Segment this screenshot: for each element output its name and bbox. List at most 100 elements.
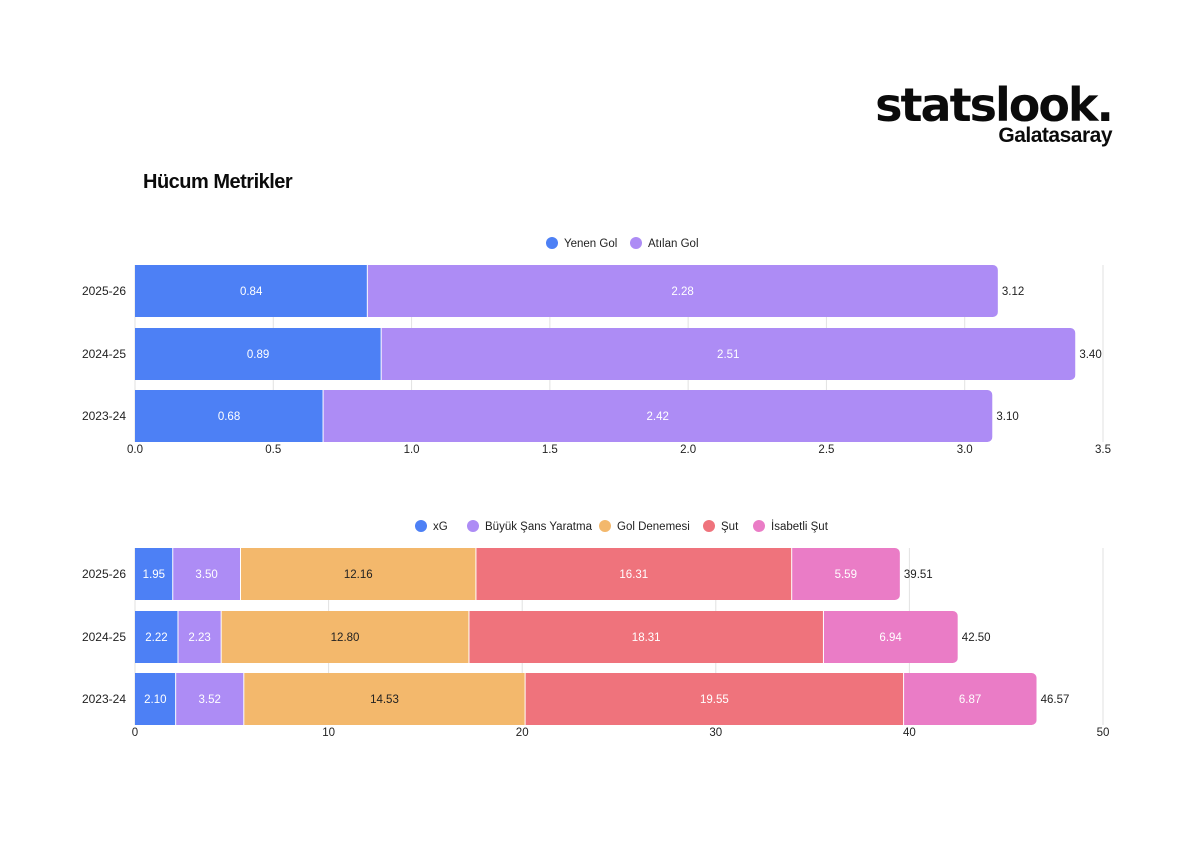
bar-value-label: 2.28 (671, 286, 693, 298)
category-label: 2025-26 (82, 284, 126, 298)
bar-segment-isabetli-sut (823, 611, 958, 663)
bar-value-label: 0.68 (218, 411, 240, 423)
total-label: 3.40 (1079, 349, 1101, 361)
bar-row-2025-26: 2025-26 0.84 2.28 3.12 (82, 265, 1024, 317)
category-label: 2023-24 (82, 409, 126, 423)
x-tick-label: 3.5 (1095, 444, 1111, 456)
team-name: Galatasaray (998, 124, 1112, 147)
bar-value-label: 6.94 (879, 632, 902, 644)
x-tick-label: 0.5 (265, 444, 281, 456)
bar-value-label: 5.59 (835, 569, 857, 581)
category-label: 2024-25 (82, 347, 126, 361)
bar-stack (135, 265, 998, 317)
bar-stack (135, 390, 993, 442)
total-label: 39.51 (904, 569, 933, 581)
bar-stack (135, 611, 958, 663)
bar-row-2023-24: 2023-24 2.10 3.52 14.53 19.55 6.87 46.57 (82, 673, 1069, 725)
bar-value-label: 1.95 (143, 569, 165, 581)
bar-segment-sut (475, 548, 792, 600)
x-tick-label: 2.5 (818, 444, 834, 456)
legend-item-isabetli-sut: İsabetli Şut (753, 520, 829, 533)
bar-value-label: 3.52 (199, 694, 221, 706)
bar-segment-buyuk-sans-yaratma (177, 611, 222, 663)
bar-segment-buyuk-sans-yaratma (172, 548, 241, 600)
x-tick-label: 30 (709, 727, 722, 739)
x-tick-label: 3.0 (957, 444, 973, 456)
bar-row-2024-25: 2024-25 2.22 2.23 12.80 18.31 6.94 42.50 (82, 611, 991, 663)
bar-value-label: 0.84 (240, 286, 263, 298)
bar-row-2025-26: 2025-26 1.95 3.50 12.16 16.31 5.59 39.51 (82, 548, 933, 600)
bar-row-2023-24: 2023-24 0.68 2.42 3.10 (82, 390, 1019, 442)
bar-value-label: 6.87 (959, 694, 981, 706)
legend-swatch (546, 237, 558, 249)
bar-segment-atilan-gol (367, 265, 998, 317)
x-tick-label: 10 (322, 727, 335, 739)
total-label: 46.57 (1041, 694, 1070, 706)
bar-segment-xg (135, 548, 173, 600)
bar-value-label: 0.89 (247, 349, 269, 361)
bar-segment-atilan-gol (381, 328, 1076, 380)
bar-value-label: 3.50 (195, 569, 217, 581)
bar-segment-gol-denemesi (221, 611, 469, 663)
x-tick-label: 1.0 (404, 444, 420, 456)
legend-swatch (753, 520, 765, 532)
bar-segment-sut (525, 673, 904, 725)
bar-segment-isabetli-sut (903, 673, 1037, 725)
x-tick-label: 1.5 (542, 444, 558, 456)
bar-stack (135, 328, 1076, 380)
total-label: 3.12 (1002, 286, 1024, 298)
bar-value-label: 12.16 (344, 569, 373, 581)
legend-swatch (415, 520, 427, 532)
bar-value-label: 2.10 (144, 694, 166, 706)
x-axis: 0 10 20 30 40 50 (132, 727, 1110, 739)
legend-label: xG (433, 521, 448, 533)
legend-swatch (467, 520, 479, 532)
legend-item-buyuk-sans-yaratma: Büyük Şans Yaratma (467, 520, 593, 533)
bar-segment-atilan-gol (323, 390, 993, 442)
legend-item-atilan-gol: Atılan Gol (630, 237, 699, 250)
bar-value-label: 12.80 (331, 632, 360, 644)
bar-segment-yenen-gol (135, 390, 324, 442)
category-label: 2023-24 (82, 692, 126, 706)
x-tick-label: 0.0 (127, 444, 143, 456)
legend-label: İsabetli Şut (771, 520, 829, 533)
legend-label: Şut (721, 521, 739, 533)
legend-label: Yenen Gol (564, 238, 617, 250)
bar-segment-sut (468, 611, 824, 663)
legend-swatch (599, 520, 611, 532)
legend-swatch (630, 237, 642, 249)
brand-logo: statslook. (875, 78, 1114, 132)
bar-stack (135, 673, 1037, 725)
bar-row-2024-25: 2024-25 0.89 2.51 3.40 (82, 328, 1102, 380)
x-tick-label: 0 (132, 727, 138, 739)
legend-item-gol-denemesi: Gol Denemesi (599, 520, 690, 533)
bar-value-label: 2.22 (145, 632, 167, 644)
x-axis: 0.0 0.5 1.0 1.5 2.0 2.5 3.0 3.5 (127, 444, 1111, 456)
bar-value-label: 14.53 (370, 694, 399, 706)
attack-chart: xG Büyük Şans Yaratma Gol Denemesi Şut İsabe… (82, 520, 1110, 739)
legend-label: Gol Denemesi (617, 521, 690, 533)
legend-item-yenen-gol: Yenen Gol (546, 237, 617, 250)
bar-value-label: 16.31 (619, 569, 648, 581)
total-label: 3.10 (996, 411, 1018, 423)
bar-segment-yenen-gol (135, 328, 382, 380)
x-tick-label: 40 (903, 727, 916, 739)
category-label: 2025-26 (82, 567, 126, 581)
legend-item-xg: xG (415, 520, 448, 533)
bar-stack (135, 548, 900, 600)
legend-label: Büyük Şans Yaratma (485, 521, 593, 533)
bar-segment-xg (135, 673, 176, 725)
category-label: 2024-25 (82, 630, 126, 644)
total-label: 42.50 (962, 632, 991, 644)
bar-segment-yenen-gol (135, 265, 368, 317)
bar-value-label: 2.42 (647, 411, 669, 423)
bar-segment-xg (135, 611, 178, 663)
brand-block: statslook. Galatasaray (875, 78, 1114, 147)
x-tick-label: 2.0 (680, 444, 696, 456)
legend-item-sut: Şut (703, 520, 739, 533)
x-tick-label: 50 (1097, 727, 1110, 739)
legend-swatch (703, 520, 715, 532)
legend-label: Atılan Gol (648, 238, 699, 250)
bar-value-label: 18.31 (632, 632, 661, 644)
